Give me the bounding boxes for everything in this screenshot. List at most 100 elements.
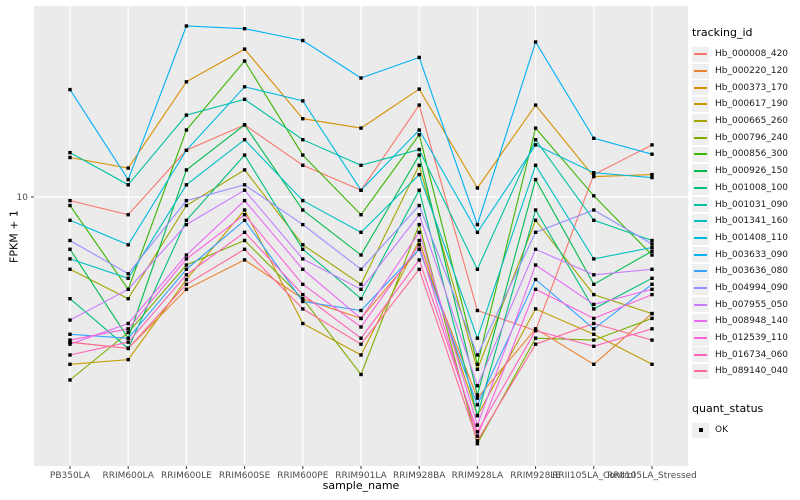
legend-item: Hb_001408_110	[692, 230, 800, 247]
data-point	[475, 430, 480, 434]
data-point	[475, 442, 480, 446]
data-point	[475, 230, 480, 234]
data-point	[301, 222, 305, 227]
x-tick-label: RRII105LA_Control	[552, 471, 635, 481]
data-point	[126, 327, 130, 331]
data-point	[359, 76, 363, 80]
data-point	[417, 128, 421, 132]
data-point	[242, 168, 247, 172]
legend-line-swatch-icon	[694, 220, 707, 223]
legend-item: Hb_004994_090	[692, 280, 800, 297]
data-point	[242, 247, 247, 251]
data-point	[417, 103, 421, 107]
data-point	[417, 87, 421, 91]
data-point	[475, 439, 480, 443]
data-point	[533, 327, 538, 331]
data-point	[184, 257, 189, 261]
legend-line-swatch-icon	[694, 153, 707, 156]
data-point	[417, 172, 421, 177]
data-point	[184, 128, 189, 132]
data-point	[592, 302, 596, 307]
x-tick-label: RRIM928LA	[452, 471, 504, 481]
data-point	[475, 267, 480, 271]
legend-key-box	[692, 63, 709, 79]
data-point	[184, 263, 189, 267]
data-point	[242, 27, 247, 31]
x-tick-label: RRIM600LA	[102, 471, 154, 481]
data-point	[242, 47, 247, 51]
data-point	[68, 378, 72, 382]
x-tick-label: RRIM600PE	[277, 471, 329, 481]
data-point	[126, 346, 130, 351]
data-point	[301, 247, 305, 251]
data-point	[533, 143, 538, 147]
data-point	[650, 327, 654, 331]
legend-item-label: Hb_016734_060	[715, 349, 789, 360]
data-point	[650, 253, 654, 257]
legend-item-label: Hb_003633_090	[715, 249, 789, 260]
data-point	[68, 155, 72, 160]
data-point	[68, 247, 72, 251]
data-point	[184, 253, 189, 257]
data-point	[359, 316, 363, 321]
data-point	[417, 55, 421, 60]
legend-item-label: Hb_089140_040	[715, 366, 789, 377]
data-point	[417, 163, 421, 167]
data-point	[359, 126, 363, 130]
data-point	[359, 308, 363, 313]
quant-status-legend: quant_status OK	[692, 402, 800, 439]
y-tick-label: 10	[17, 193, 29, 203]
data-point	[592, 273, 596, 277]
data-point	[417, 188, 421, 192]
legend-item: Hb_000373_170	[692, 79, 800, 96]
data-point	[68, 257, 72, 261]
data-point	[242, 153, 247, 157]
x-axis-title: sample_name	[322, 479, 400, 492]
data-point	[417, 147, 421, 152]
data-point	[126, 330, 130, 335]
legend-key-box	[692, 213, 709, 229]
data-point	[533, 218, 538, 222]
legend-item: Hb_000220_120	[692, 63, 800, 80]
data-point	[417, 133, 421, 137]
data-point	[475, 222, 480, 227]
data-point	[126, 357, 130, 362]
legend-line-swatch-icon	[694, 353, 707, 356]
data-point	[650, 143, 654, 147]
legend-key-box	[692, 197, 709, 213]
data-point	[68, 342, 72, 346]
data-point	[68, 362, 72, 366]
data-point	[184, 222, 189, 227]
data-point	[126, 183, 130, 187]
data-point	[242, 188, 247, 192]
data-point	[242, 85, 247, 89]
data-point	[184, 168, 189, 172]
data-point	[68, 353, 72, 357]
legend-line-swatch-icon	[694, 303, 707, 306]
data-point	[242, 97, 247, 101]
data-point	[242, 238, 247, 243]
data-point	[184, 183, 189, 187]
data-point	[359, 342, 363, 346]
legend-item-label: Hb_007955_050	[715, 299, 789, 310]
data-point	[475, 336, 480, 340]
data-point	[242, 230, 247, 234]
data-point	[68, 203, 72, 208]
data-point	[650, 311, 654, 316]
data-point	[126, 213, 130, 217]
data-point	[68, 218, 72, 222]
data-point	[417, 222, 421, 227]
legend-key-box	[692, 230, 709, 246]
legend-item: Hb_008948_140	[692, 313, 800, 330]
data-point	[592, 327, 596, 331]
data-point	[475, 367, 480, 371]
data-point	[126, 287, 130, 291]
data-point	[184, 287, 189, 291]
legend-item-label: Hb_008948_140	[715, 316, 789, 327]
legend-key-box	[692, 180, 709, 196]
data-point	[592, 208, 596, 212]
legend-line-swatch-icon	[694, 70, 707, 73]
data-point	[184, 24, 189, 28]
data-point	[359, 325, 363, 329]
